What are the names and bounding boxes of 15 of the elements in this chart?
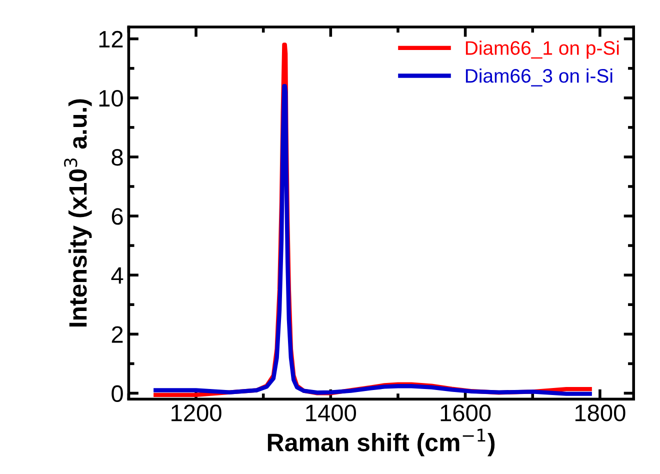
y-tick-label: 2 <box>112 326 123 343</box>
y-tick-label: 8 <box>112 149 123 166</box>
x-axis-title: Raman shift (cm$^{−1}$) <box>268 428 495 456</box>
x-tick-label: 1400 <box>306 404 356 422</box>
x-tick-label: 1200 <box>172 404 222 422</box>
y-tick-label: 6 <box>112 208 123 225</box>
legend-label: Diam66_3 on i-Si <box>466 68 612 86</box>
y-tick-label: 12 <box>99 30 123 48</box>
y-tick-label: 4 <box>111 267 124 284</box>
y-tick-label: 0 <box>112 385 123 402</box>
y-axis-title: Intensity (x10$^{3}$ a.u.) <box>64 99 92 327</box>
legend-label: Diam66_1 on p-Si <box>466 40 619 59</box>
x-tick-label: 1600 <box>440 404 491 422</box>
x-tick-label: 1800 <box>575 404 626 422</box>
y-tick-label: 10 <box>99 90 123 107</box>
